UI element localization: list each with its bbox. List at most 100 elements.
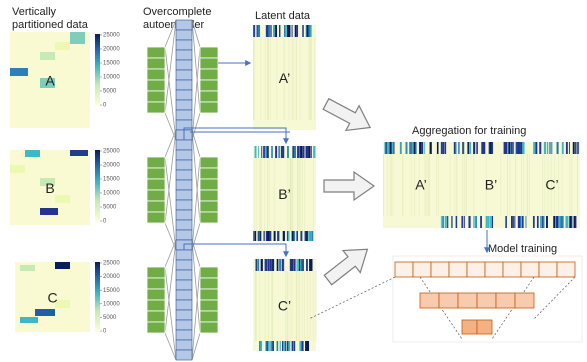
- heatmap-cell: [70, 32, 85, 44]
- stripe: [253, 231, 255, 241]
- stripe: [291, 231, 294, 241]
- hidden-node: [175, 349, 193, 361]
- stripe: [258, 146, 259, 158]
- faint-stripe: [569, 154, 571, 216]
- stripe: [269, 231, 272, 241]
- stripe: [572, 142, 575, 154]
- stripe: [293, 231, 296, 241]
- connection: [191, 239, 201, 334]
- heatmap-cell: [10, 68, 28, 76]
- colorbar-tick-label: 15000: [103, 177, 120, 183]
- hidden-node: [175, 279, 193, 291]
- hidden-node: [175, 189, 193, 201]
- heatmap-cell: [55, 42, 70, 50]
- faint-stripe: [287, 158, 289, 231]
- stripe: [257, 231, 260, 241]
- stripe: [283, 146, 285, 158]
- stripe: [257, 259, 260, 271]
- stripe: [306, 231, 308, 241]
- stripe: [512, 142, 515, 154]
- stripe: [289, 25, 291, 37]
- faint-stripe: [550, 154, 552, 216]
- stripe: [463, 216, 465, 228]
- connection: [164, 19, 177, 114]
- heatmap-cell: [20, 265, 35, 271]
- stripe: [265, 25, 268, 37]
- stripe: [485, 216, 488, 228]
- stripe: [261, 146, 263, 158]
- stripe: [458, 142, 460, 154]
- output-node: [199, 266, 219, 279]
- block-arrow: [323, 170, 376, 202]
- stripe: [468, 216, 471, 228]
- stripe: [571, 216, 573, 228]
- stripe: [577, 142, 579, 154]
- stripe: [441, 216, 443, 228]
- stripe: [409, 142, 411, 154]
- faint-stripe: [292, 158, 294, 231]
- input-node: [146, 189, 166, 202]
- hidden-node: [175, 39, 193, 51]
- title-line: Vertically: [12, 6, 57, 18]
- faint-stripe: [291, 158, 293, 231]
- stripe: [307, 341, 310, 351]
- stripe: [308, 146, 311, 158]
- layer-node: [448, 261, 468, 278]
- faint-stripe: [268, 271, 269, 341]
- stripe: [265, 146, 268, 158]
- aggregation-label: B’: [485, 177, 497, 193]
- stripe: [532, 216, 535, 228]
- faint-stripe: [290, 158, 291, 231]
- input-node: [146, 211, 166, 224]
- stripe: [473, 216, 475, 228]
- faint-stripe: [466, 154, 467, 216]
- stripe: [565, 142, 568, 154]
- faint-stripe: [289, 271, 291, 341]
- faint-stripe: [267, 37, 268, 120]
- faint-stripe: [522, 154, 524, 216]
- connection: [164, 129, 177, 158]
- stripe: [273, 231, 276, 241]
- hidden-node: [175, 19, 193, 31]
- stripe: [565, 216, 568, 228]
- faint-stripe: [297, 158, 298, 231]
- output-node: [199, 57, 219, 70]
- stripe: [265, 259, 268, 271]
- faint-stripe: [308, 37, 310, 120]
- stripe: [514, 216, 516, 228]
- stripe: [310, 259, 313, 271]
- stripe: [294, 25, 297, 37]
- stripe: [521, 216, 524, 228]
- faint-stripe: [391, 154, 392, 216]
- faint-stripe: [301, 158, 303, 231]
- colorbar-tick-label: 5000: [103, 205, 117, 211]
- stripe: [271, 146, 273, 158]
- stripe: [309, 259, 311, 271]
- input-node: [146, 90, 166, 103]
- faint-stripe: [521, 154, 522, 216]
- stripe: [504, 142, 507, 154]
- stripe: [296, 25, 299, 37]
- hidden-node: [175, 339, 193, 351]
- stripe: [283, 341, 286, 351]
- stripe: [302, 146, 305, 158]
- stripe: [284, 25, 287, 37]
- stripe: [533, 142, 535, 154]
- stripe: [389, 142, 392, 154]
- stripe: [257, 25, 261, 37]
- stripe: [289, 259, 292, 271]
- layer-node: [484, 261, 504, 278]
- layer-node: [502, 261, 522, 278]
- faint-stripe: [313, 158, 314, 231]
- faint-stripe: [287, 271, 289, 341]
- hidden-node: [175, 199, 193, 211]
- faint-stripe: [291, 271, 293, 341]
- faint-stripe: [389, 154, 391, 216]
- stripe: [279, 341, 281, 351]
- connection: [164, 46, 177, 141]
- faint-stripe: [309, 271, 311, 341]
- block-arrow: [322, 97, 372, 132]
- colorbar-tick-label: 15000: [103, 61, 120, 67]
- hidden-node: [175, 89, 193, 101]
- stripe: [305, 25, 308, 37]
